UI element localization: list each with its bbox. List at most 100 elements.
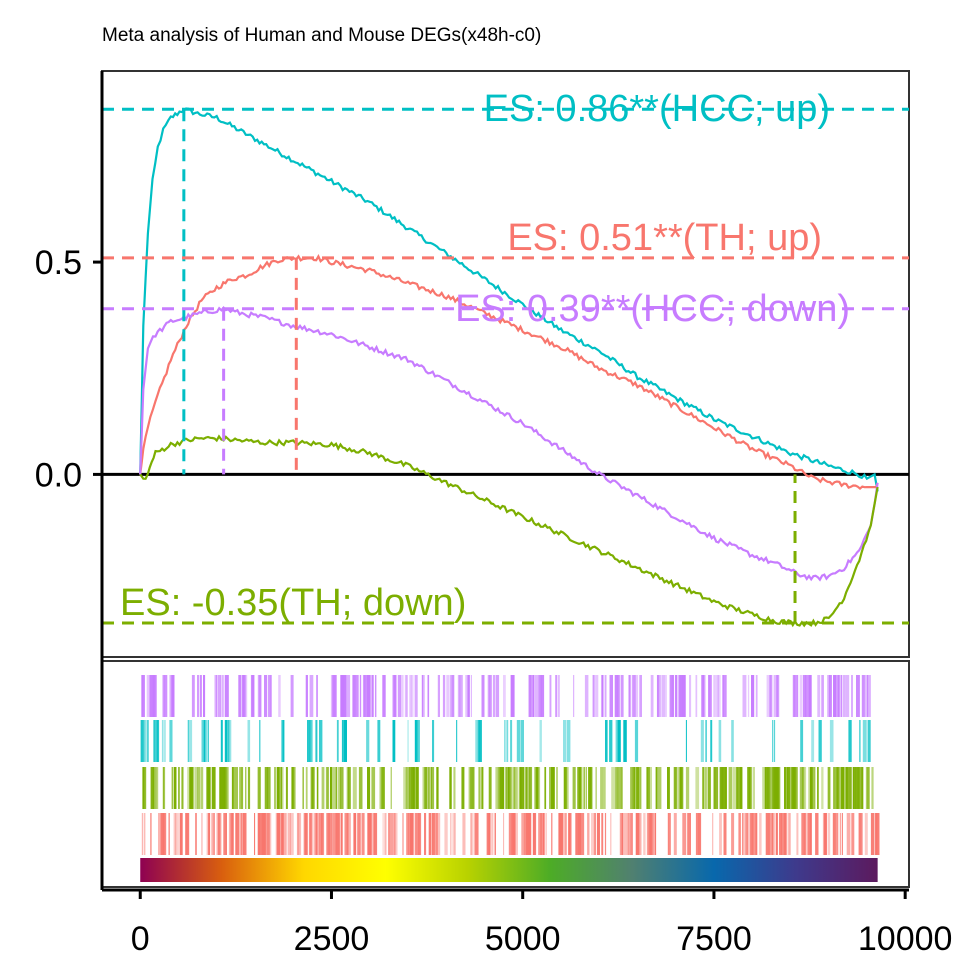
- barcode-tick: [308, 720, 313, 762]
- barcode-tick: [414, 813, 419, 855]
- barcode-tick: [437, 813, 441, 855]
- barcode-tick: [163, 767, 166, 809]
- barcode-tick: [359, 675, 362, 717]
- barcode-tick: [276, 767, 280, 809]
- barcode-tick: [430, 767, 432, 809]
- barcode-tick: [603, 767, 606, 809]
- barcode-tick: [673, 813, 677, 855]
- barcode-tick: [617, 720, 621, 762]
- barcode-tick: [510, 813, 515, 855]
- barcode-tick: [226, 720, 229, 762]
- barcode-tick: [725, 675, 727, 717]
- barcode-tick: [357, 813, 360, 855]
- barcode-tick: [581, 813, 584, 855]
- barcode-tick: [521, 813, 526, 855]
- barcode-tick: [632, 767, 637, 809]
- barcode-tick: [317, 767, 319, 809]
- barcode-tick: [390, 767, 392, 809]
- barcode-tick: [367, 813, 371, 855]
- barcode-tick: [590, 767, 593, 809]
- barcode-tick: [215, 675, 219, 717]
- barcode-tick: [197, 767, 201, 809]
- barcode-tick: [695, 767, 700, 809]
- barcode-tick: [162, 813, 164, 855]
- barcode-tick: [172, 675, 175, 717]
- barcode-tick: [156, 767, 159, 809]
- barcode-tick: [260, 813, 262, 855]
- barcode-tick: [765, 813, 768, 855]
- barcode-tick: [381, 767, 385, 809]
- barcode-tick: [722, 675, 726, 717]
- barcode-tick: [194, 767, 198, 809]
- barcode-tick: [801, 813, 805, 855]
- barcode-tick: [332, 767, 336, 809]
- barcode-tick: [514, 767, 518, 809]
- barcode-tick: [161, 720, 164, 762]
- barcode-tick: [871, 767, 874, 809]
- barcode-tick: [213, 813, 215, 855]
- barcode-row-2: [140, 720, 871, 762]
- barcode-tick: [141, 675, 145, 717]
- barcode-tick: [189, 767, 193, 809]
- barcode-tick: [400, 675, 404, 717]
- barcode-tick: [508, 813, 512, 855]
- barcode-tick: [397, 675, 401, 717]
- barcode-tick: [705, 720, 707, 762]
- barcode-tick: [481, 767, 484, 809]
- barcode-tick: [722, 767, 724, 809]
- barcode-tick: [309, 675, 314, 717]
- barcode-tick: [472, 813, 474, 855]
- barcode-tick: [302, 767, 304, 809]
- barcode-tick: [468, 767, 473, 809]
- barcode-tick: [709, 675, 712, 717]
- barcode-tick: [220, 675, 224, 717]
- barcode-tick: [424, 767, 428, 809]
- barcode-tick: [375, 675, 377, 717]
- barcode-tick: [326, 813, 331, 855]
- barcode-tick: [356, 675, 359, 717]
- barcode-tick: [150, 767, 155, 809]
- barcode-tick: [639, 675, 642, 717]
- barcode-tick: [424, 813, 427, 855]
- barcode-tick: [461, 767, 465, 809]
- barcode-tick: [633, 675, 636, 717]
- barcode-tick: [828, 675, 832, 717]
- barcode-tick: [417, 813, 422, 855]
- barcode-tick: [437, 675, 440, 717]
- barcode-tick: [397, 675, 401, 717]
- barcode-tick: [186, 813, 190, 855]
- barcode-tick: [821, 675, 823, 717]
- barcode-tick: [766, 675, 771, 717]
- barcode-panel: [140, 675, 880, 882]
- barcode-tick: [405, 675, 408, 717]
- y-tick-label-1: 0.5: [35, 244, 82, 282]
- barcode-tick: [771, 813, 776, 855]
- barcode-tick: [646, 767, 650, 809]
- barcode-tick: [793, 675, 796, 717]
- barcode-tick: [501, 767, 504, 809]
- barcode-tick: [510, 720, 513, 762]
- barcode-tick: [745, 813, 749, 855]
- barcode-tick: [630, 813, 633, 855]
- barcode-tick: [708, 675, 710, 717]
- barcode-tick: [675, 675, 678, 717]
- barcode-tick: [245, 675, 248, 717]
- barcode-tick: [315, 813, 320, 855]
- barcode-tick: [818, 720, 822, 762]
- barcode-tick: [620, 767, 623, 809]
- barcode-tick: [297, 813, 302, 855]
- barcode-tick: [671, 675, 675, 717]
- es-label-2: ES: 0.51**(TH; up): [507, 217, 822, 259]
- barcode-tick: [319, 720, 323, 762]
- barcode-tick: [680, 675, 684, 717]
- barcode-tick: [347, 767, 351, 809]
- barcode-tick: [773, 675, 778, 717]
- barcode-tick: [609, 675, 613, 717]
- barcode-tick: [281, 720, 285, 762]
- barcode-tick: [146, 675, 150, 717]
- barcode-tick: [527, 767, 531, 809]
- es-label-1: ES: 0.86**(HCC; up): [484, 88, 830, 130]
- barcode-tick: [459, 675, 462, 717]
- barcode-tick: [152, 767, 157, 809]
- barcode-tick: [507, 767, 510, 809]
